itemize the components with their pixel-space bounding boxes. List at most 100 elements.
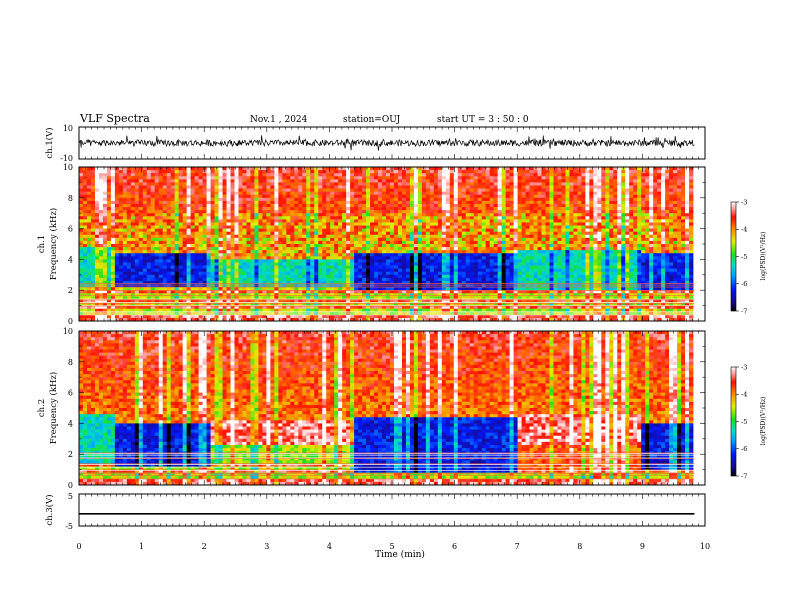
- spectrogram-cell: [175, 269, 179, 272]
- spectrogram-cell: [167, 219, 171, 222]
- spectrogram-cell: [330, 229, 334, 232]
- spectrogram-cell: [426, 210, 430, 213]
- spectrogram-cell: [87, 281, 91, 284]
- spectrogram-cell: [223, 213, 227, 216]
- spectrogram-cell: [211, 275, 215, 278]
- spectrogram-cell: [246, 176, 250, 179]
- spectrogram-cell: [470, 213, 474, 216]
- spectrogram-cell: [282, 315, 286, 318]
- spectrogram-cell: [167, 232, 171, 235]
- spectrogram-cell: [278, 201, 282, 204]
- spectrogram-cell: [175, 213, 179, 216]
- spectrogram-cell: [318, 185, 322, 188]
- spectrogram-cell: [370, 281, 374, 284]
- spectrogram-cell: [191, 213, 195, 216]
- spectrogram-cell: [382, 207, 386, 210]
- spectrogram-cell: [310, 198, 314, 201]
- spectrogram-cell: [386, 198, 390, 201]
- spectrogram-cell: [330, 275, 334, 278]
- spectrogram-cell: [422, 269, 426, 272]
- spectrogram-cell: [310, 201, 314, 204]
- spectrogram-cell: [175, 232, 179, 235]
- spectrogram-cell: [115, 210, 119, 213]
- spectrogram-cell: [374, 201, 378, 204]
- spectrogram-cell: [282, 235, 286, 238]
- spectrogram-cell: [358, 219, 362, 222]
- spectrogram-cell: [223, 204, 227, 207]
- spectrogram-cell: [235, 216, 239, 219]
- spectrogram-cell: [183, 210, 187, 213]
- spectrogram-cell: [123, 259, 127, 262]
- spectrogram-cell: [322, 247, 326, 250]
- spectrogram-cell: [438, 201, 442, 204]
- spectrogram-cell: [235, 201, 239, 204]
- spectrogram-cell: [290, 216, 294, 219]
- spectrogram-cell: [262, 198, 266, 201]
- spectrogram-cell: [242, 253, 246, 256]
- spectrogram-cell: [163, 275, 167, 278]
- spectrogram-cell: [147, 241, 151, 244]
- spectrogram-cell: [103, 182, 107, 185]
- spectrogram-cell: [426, 201, 430, 204]
- spectrogram-cell: [278, 216, 282, 219]
- spectrogram-cell: [227, 241, 231, 244]
- spectrogram-cell: [139, 266, 143, 269]
- spectrogram-cell: [223, 235, 227, 238]
- spectrogram-cell: [215, 244, 219, 247]
- spectrogram-cell: [215, 241, 219, 244]
- spectrogram-cell: [91, 315, 95, 318]
- spectrogram-cell: [282, 226, 286, 229]
- spectrogram-cell: [298, 185, 302, 188]
- spectrogram-cell: [238, 262, 242, 265]
- spectrogram-cell: [262, 222, 266, 225]
- spectrogram-cell: [195, 179, 199, 182]
- spectrogram-cell: [215, 269, 219, 272]
- spectrogram-cell: [466, 226, 470, 229]
- spectrogram-cell: [262, 210, 266, 213]
- spectrogram-cell: [266, 189, 270, 192]
- spectrogram-cell: [402, 250, 406, 253]
- spectrogram-cell: [438, 241, 442, 244]
- spectrogram-cell: [430, 281, 434, 284]
- spectrogram-cell: [103, 173, 107, 176]
- spectrogram-cell: [274, 266, 278, 269]
- spectrogram-cell: [374, 210, 378, 213]
- spectrogram-cell: [151, 244, 155, 247]
- spectrogram-cell: [227, 293, 231, 296]
- spectrogram-cell: [302, 269, 306, 272]
- spectrogram-cell: [302, 213, 306, 216]
- spectrogram-cell: [91, 182, 95, 185]
- spectrogram-cell: [334, 278, 338, 281]
- spectrogram-cell: [306, 235, 310, 238]
- spectrogram-cell: [231, 266, 235, 269]
- spectrogram-cell: [171, 281, 175, 284]
- spectrogram-cell: [235, 222, 239, 225]
- spectrogram-cell: [350, 189, 354, 192]
- spectrogram-cell: [242, 219, 246, 222]
- spectrogram-cell: [183, 266, 187, 269]
- spectrogram-cell: [334, 198, 338, 201]
- spectrogram-cell: [207, 287, 211, 290]
- spectrogram-cell: [163, 204, 167, 207]
- spectrogram-cell: [79, 219, 83, 222]
- spectrogram-cell: [394, 198, 398, 201]
- spectrogram-cell: [338, 262, 342, 265]
- spectrogram-cell: [107, 232, 111, 235]
- spectrogram-cell: [394, 173, 398, 176]
- spectrogram-cell: [143, 222, 147, 225]
- spectrogram-cell: [238, 201, 242, 204]
- spectrogram-cell: [446, 238, 450, 241]
- spectrogram-cell: [99, 195, 103, 198]
- spectrogram-cell: [87, 244, 91, 247]
- spectrogram-cell: [171, 222, 175, 225]
- spectrogram-cell: [199, 232, 203, 235]
- spectrogram-cell: [175, 272, 179, 275]
- spectrogram-cell: [207, 278, 211, 281]
- spectrogram-cell: [290, 185, 294, 188]
- spectrogram-cell: [434, 179, 438, 182]
- spectrogram-cell: [179, 201, 183, 204]
- spectrogram-cell: [450, 229, 454, 232]
- spectrogram-cell: [135, 241, 139, 244]
- spectrogram-cell: [306, 167, 310, 170]
- spectrogram-cell: [227, 226, 231, 229]
